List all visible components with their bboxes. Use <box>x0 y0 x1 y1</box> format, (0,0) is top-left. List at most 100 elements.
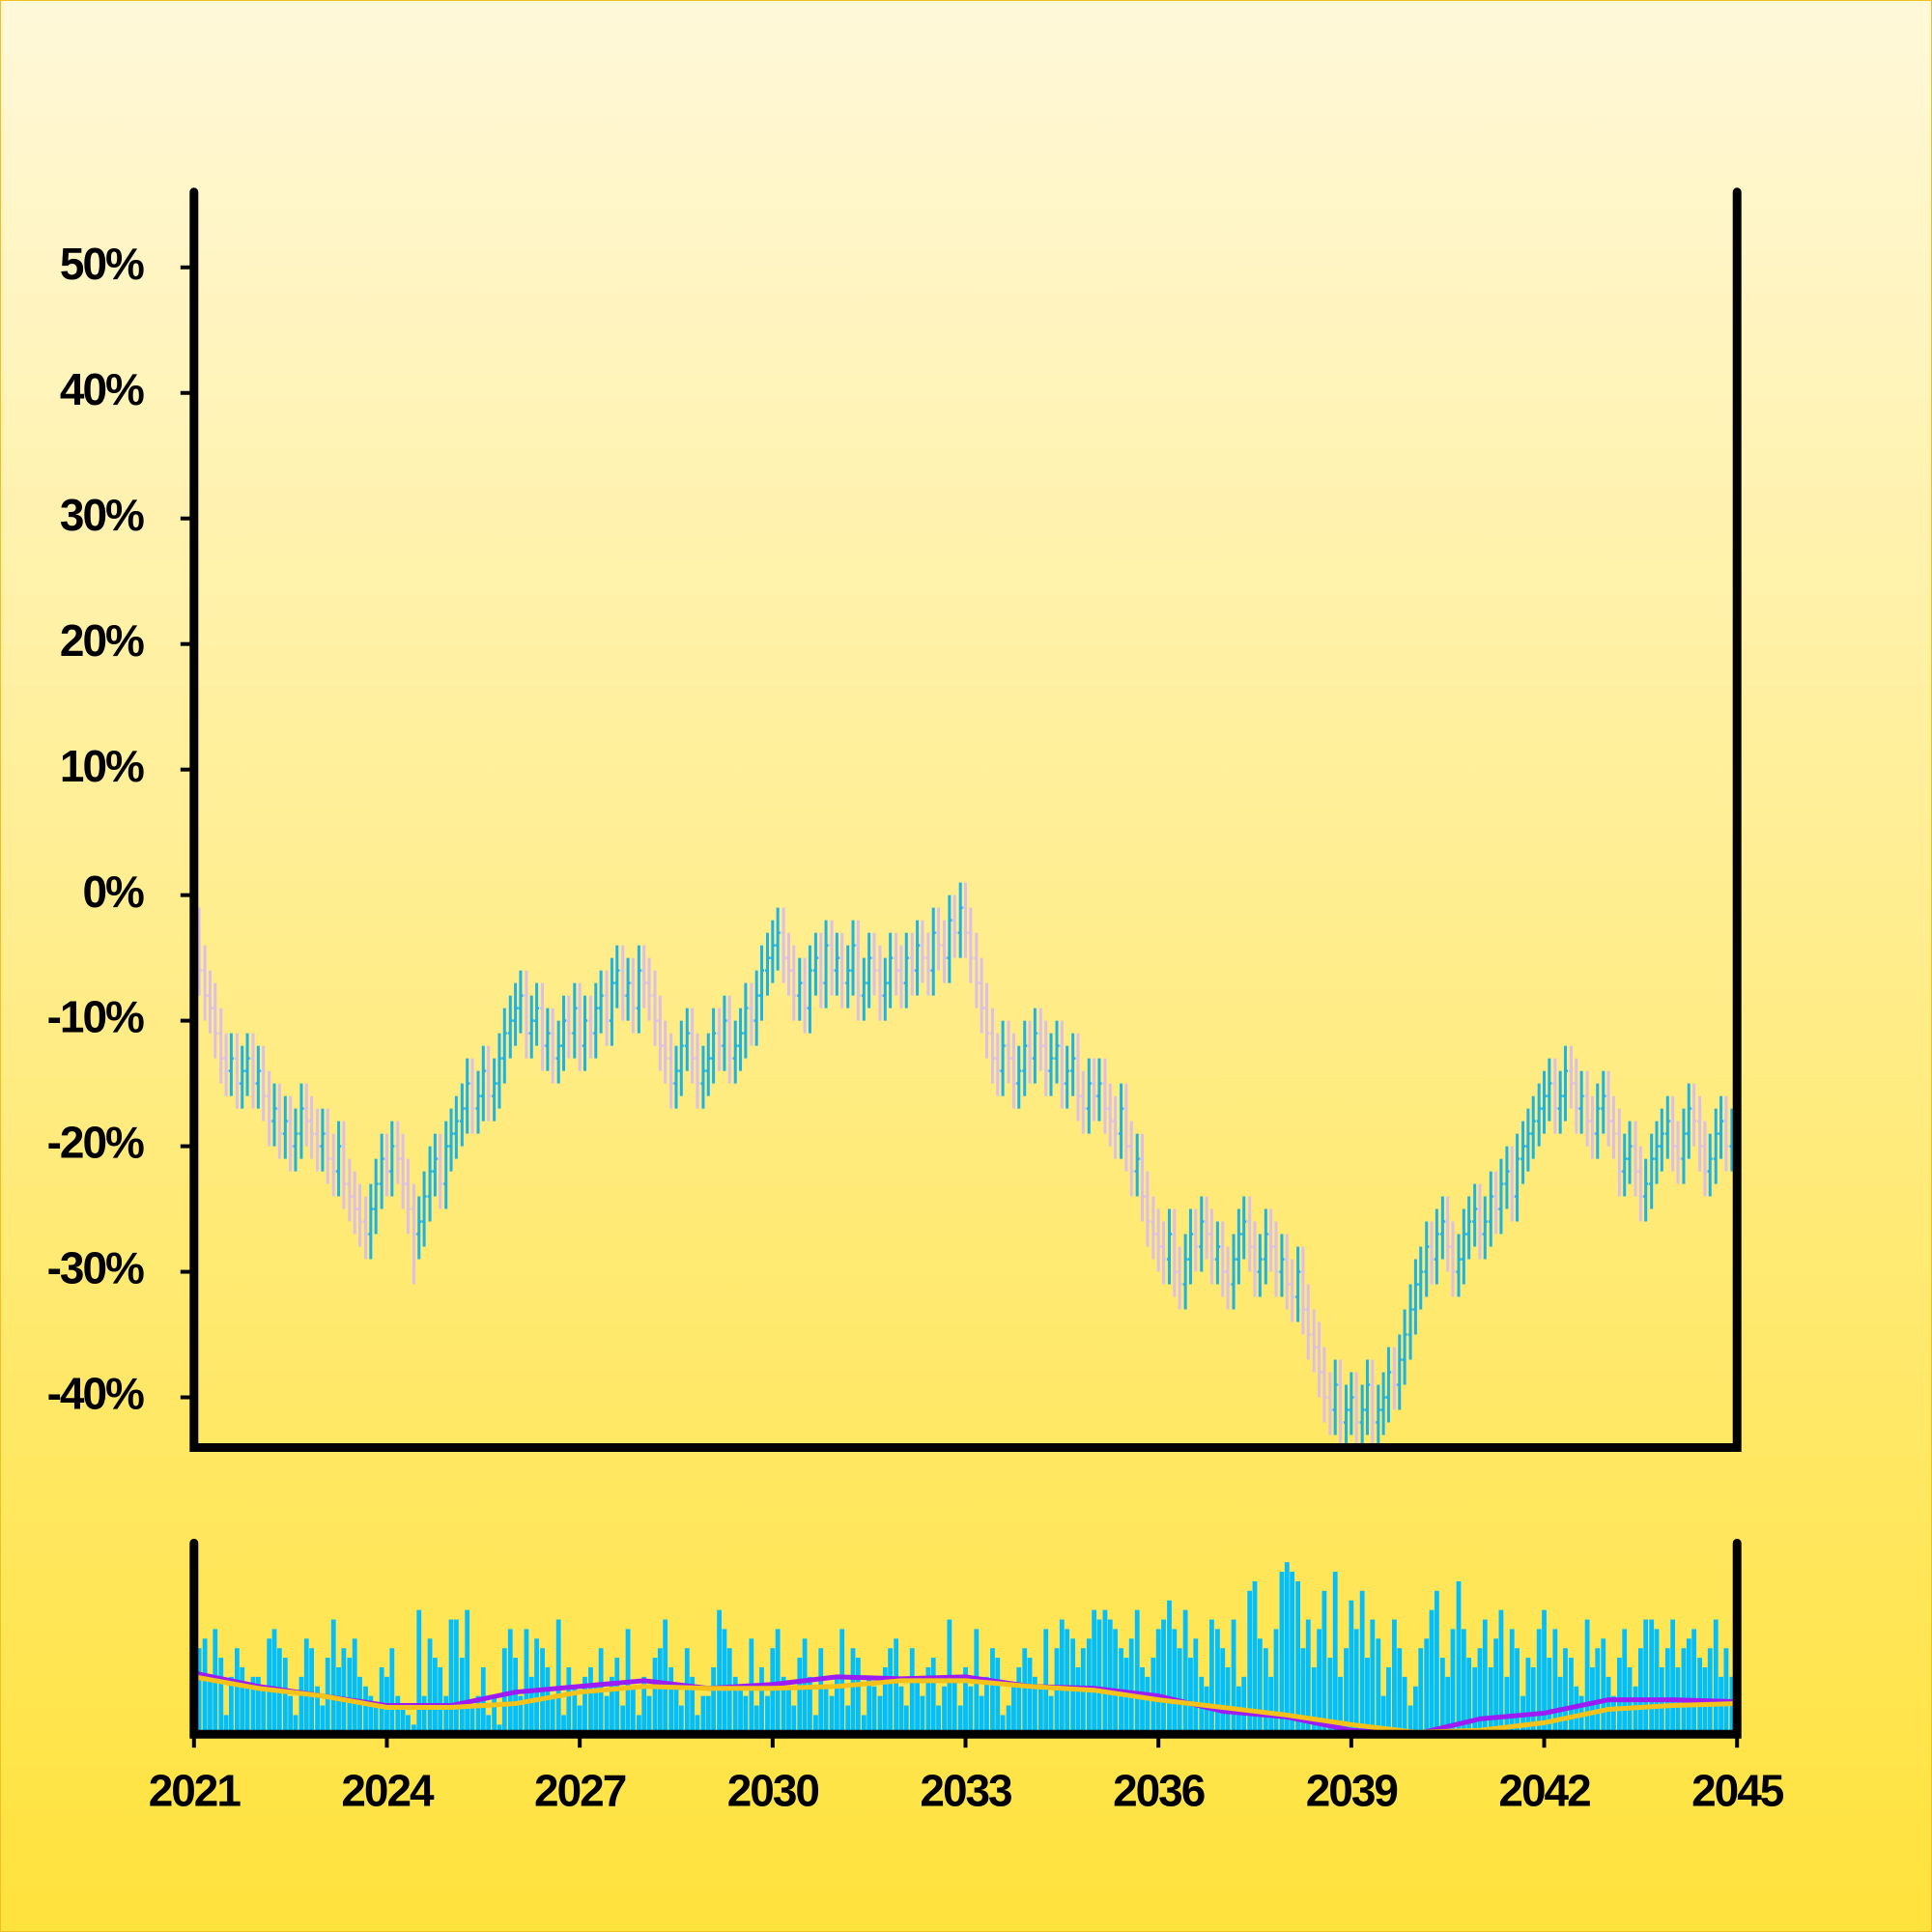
volume-bar <box>1155 1629 1161 1735</box>
y-tick-label: -40% <box>47 1369 144 1419</box>
volume-bar <box>1016 1666 1022 1735</box>
volume-bar <box>1048 1695 1054 1735</box>
volume-bar <box>352 1638 357 1735</box>
volume-bar <box>1188 1658 1193 1735</box>
volume-bar <box>1670 1619 1676 1735</box>
volume-bar <box>357 1676 362 1735</box>
volume-bar <box>1445 1676 1451 1735</box>
volume-bar <box>925 1666 931 1735</box>
volume-bar <box>475 1695 481 1735</box>
volume-bar <box>208 1676 213 1735</box>
volume-bar <box>1134 1609 1140 1735</box>
volume-bar <box>630 1686 636 1735</box>
volume-bar <box>218 1658 224 1735</box>
volume-bar <box>465 1609 470 1735</box>
volume-bar <box>823 1686 829 1735</box>
volume-bar <box>528 1676 534 1735</box>
volume-bar <box>1569 1658 1574 1735</box>
volume-bar <box>1295 1580 1301 1735</box>
volume-axes-frame <box>189 1538 1742 1739</box>
volume-bar <box>915 1676 920 1735</box>
volume-bar <box>700 1695 706 1735</box>
volume-bar <box>1697 1658 1702 1735</box>
volume-bar <box>867 1676 872 1735</box>
volume-bar <box>1284 1562 1290 1735</box>
volume-bar <box>438 1666 443 1735</box>
volume-bar <box>1359 1590 1365 1735</box>
volume-bar <box>1102 1609 1108 1735</box>
volume-bar <box>320 1705 326 1735</box>
volume-bar <box>1643 1619 1649 1735</box>
volume-bar <box>309 1648 314 1735</box>
volume-bar <box>646 1695 652 1735</box>
volume-bar <box>1424 1638 1430 1735</box>
volume-bar <box>952 1676 957 1735</box>
y-tick-label: 20% <box>60 615 144 666</box>
volume-bar <box>453 1619 459 1735</box>
volume-bar <box>1252 1580 1258 1735</box>
volume-bar <box>363 1686 368 1735</box>
volume-bar <box>1167 1600 1172 1735</box>
y-tick-label: 30% <box>60 490 144 540</box>
volume-bar <box>855 1658 861 1735</box>
volume-bar <box>271 1629 277 1735</box>
volume-bar <box>1407 1705 1413 1735</box>
volume-bar <box>1397 1648 1403 1735</box>
volume-bar <box>534 1638 539 1735</box>
volume-bar <box>684 1648 690 1735</box>
volume-bar <box>1605 1676 1611 1735</box>
volume-bar <box>1418 1648 1424 1735</box>
volume-bar <box>545 1666 551 1735</box>
volume-bar <box>298 1676 304 1735</box>
volume-bar <box>303 1638 309 1735</box>
volume-bar <box>448 1619 454 1735</box>
volume-bar <box>1376 1638 1381 1735</box>
volume-bar <box>808 1676 812 1735</box>
volume-bar <box>550 1695 555 1735</box>
volume-bar <box>979 1695 984 1735</box>
x-tick-label: 2027 <box>534 1765 626 1815</box>
volume-bar <box>1595 1648 1601 1735</box>
volume-bar <box>604 1695 610 1735</box>
volume-bar <box>829 1695 835 1735</box>
y-tick-label: 10% <box>60 741 144 791</box>
volume-bar <box>1209 1619 1214 1735</box>
volume-bar <box>1065 1629 1070 1735</box>
volume-bar <box>288 1695 294 1735</box>
volume-bar <box>1429 1609 1435 1735</box>
volume-bar <box>759 1666 764 1735</box>
volume-bar <box>561 1715 566 1735</box>
volume-bar <box>412 1724 416 1735</box>
volume-bar <box>341 1648 347 1735</box>
volume-bar <box>1574 1686 1579 1735</box>
volume-bar <box>610 1676 614 1735</box>
volume-bar <box>1027 1658 1033 1735</box>
volume-bar <box>524 1629 529 1735</box>
volume-bar <box>1161 1619 1166 1735</box>
volume-bar <box>1241 1676 1247 1735</box>
volume-bar <box>507 1629 513 1735</box>
volume-bar <box>1477 1648 1483 1735</box>
volume-bar <box>582 1676 587 1735</box>
volume-bar <box>1691 1629 1697 1735</box>
volume-bar <box>1365 1658 1370 1735</box>
volume-bar <box>1413 1686 1418 1735</box>
volume-bar <box>930 1658 936 1735</box>
volume-bar <box>663 1619 668 1735</box>
volume-bar <box>1268 1676 1274 1735</box>
volume-bar <box>1601 1638 1606 1735</box>
x-tick-label: 2042 <box>1498 1765 1590 1815</box>
volume-bar <box>1000 1715 1006 1735</box>
volume-bar <box>845 1705 851 1735</box>
price-axes-frame <box>189 187 1742 1452</box>
volume-bar <box>1332 1572 1338 1735</box>
volume-bar <box>765 1695 770 1735</box>
volume-bar <box>753 1705 759 1735</box>
volume-bar <box>1402 1676 1407 1735</box>
volume-bar <box>1305 1619 1311 1735</box>
volume-bar <box>406 1715 411 1735</box>
y-tick-label: 50% <box>60 239 144 289</box>
volume-bar <box>1611 1695 1616 1735</box>
x-tick-label: 2045 <box>1691 1765 1784 1815</box>
volume-bar <box>1263 1648 1268 1735</box>
